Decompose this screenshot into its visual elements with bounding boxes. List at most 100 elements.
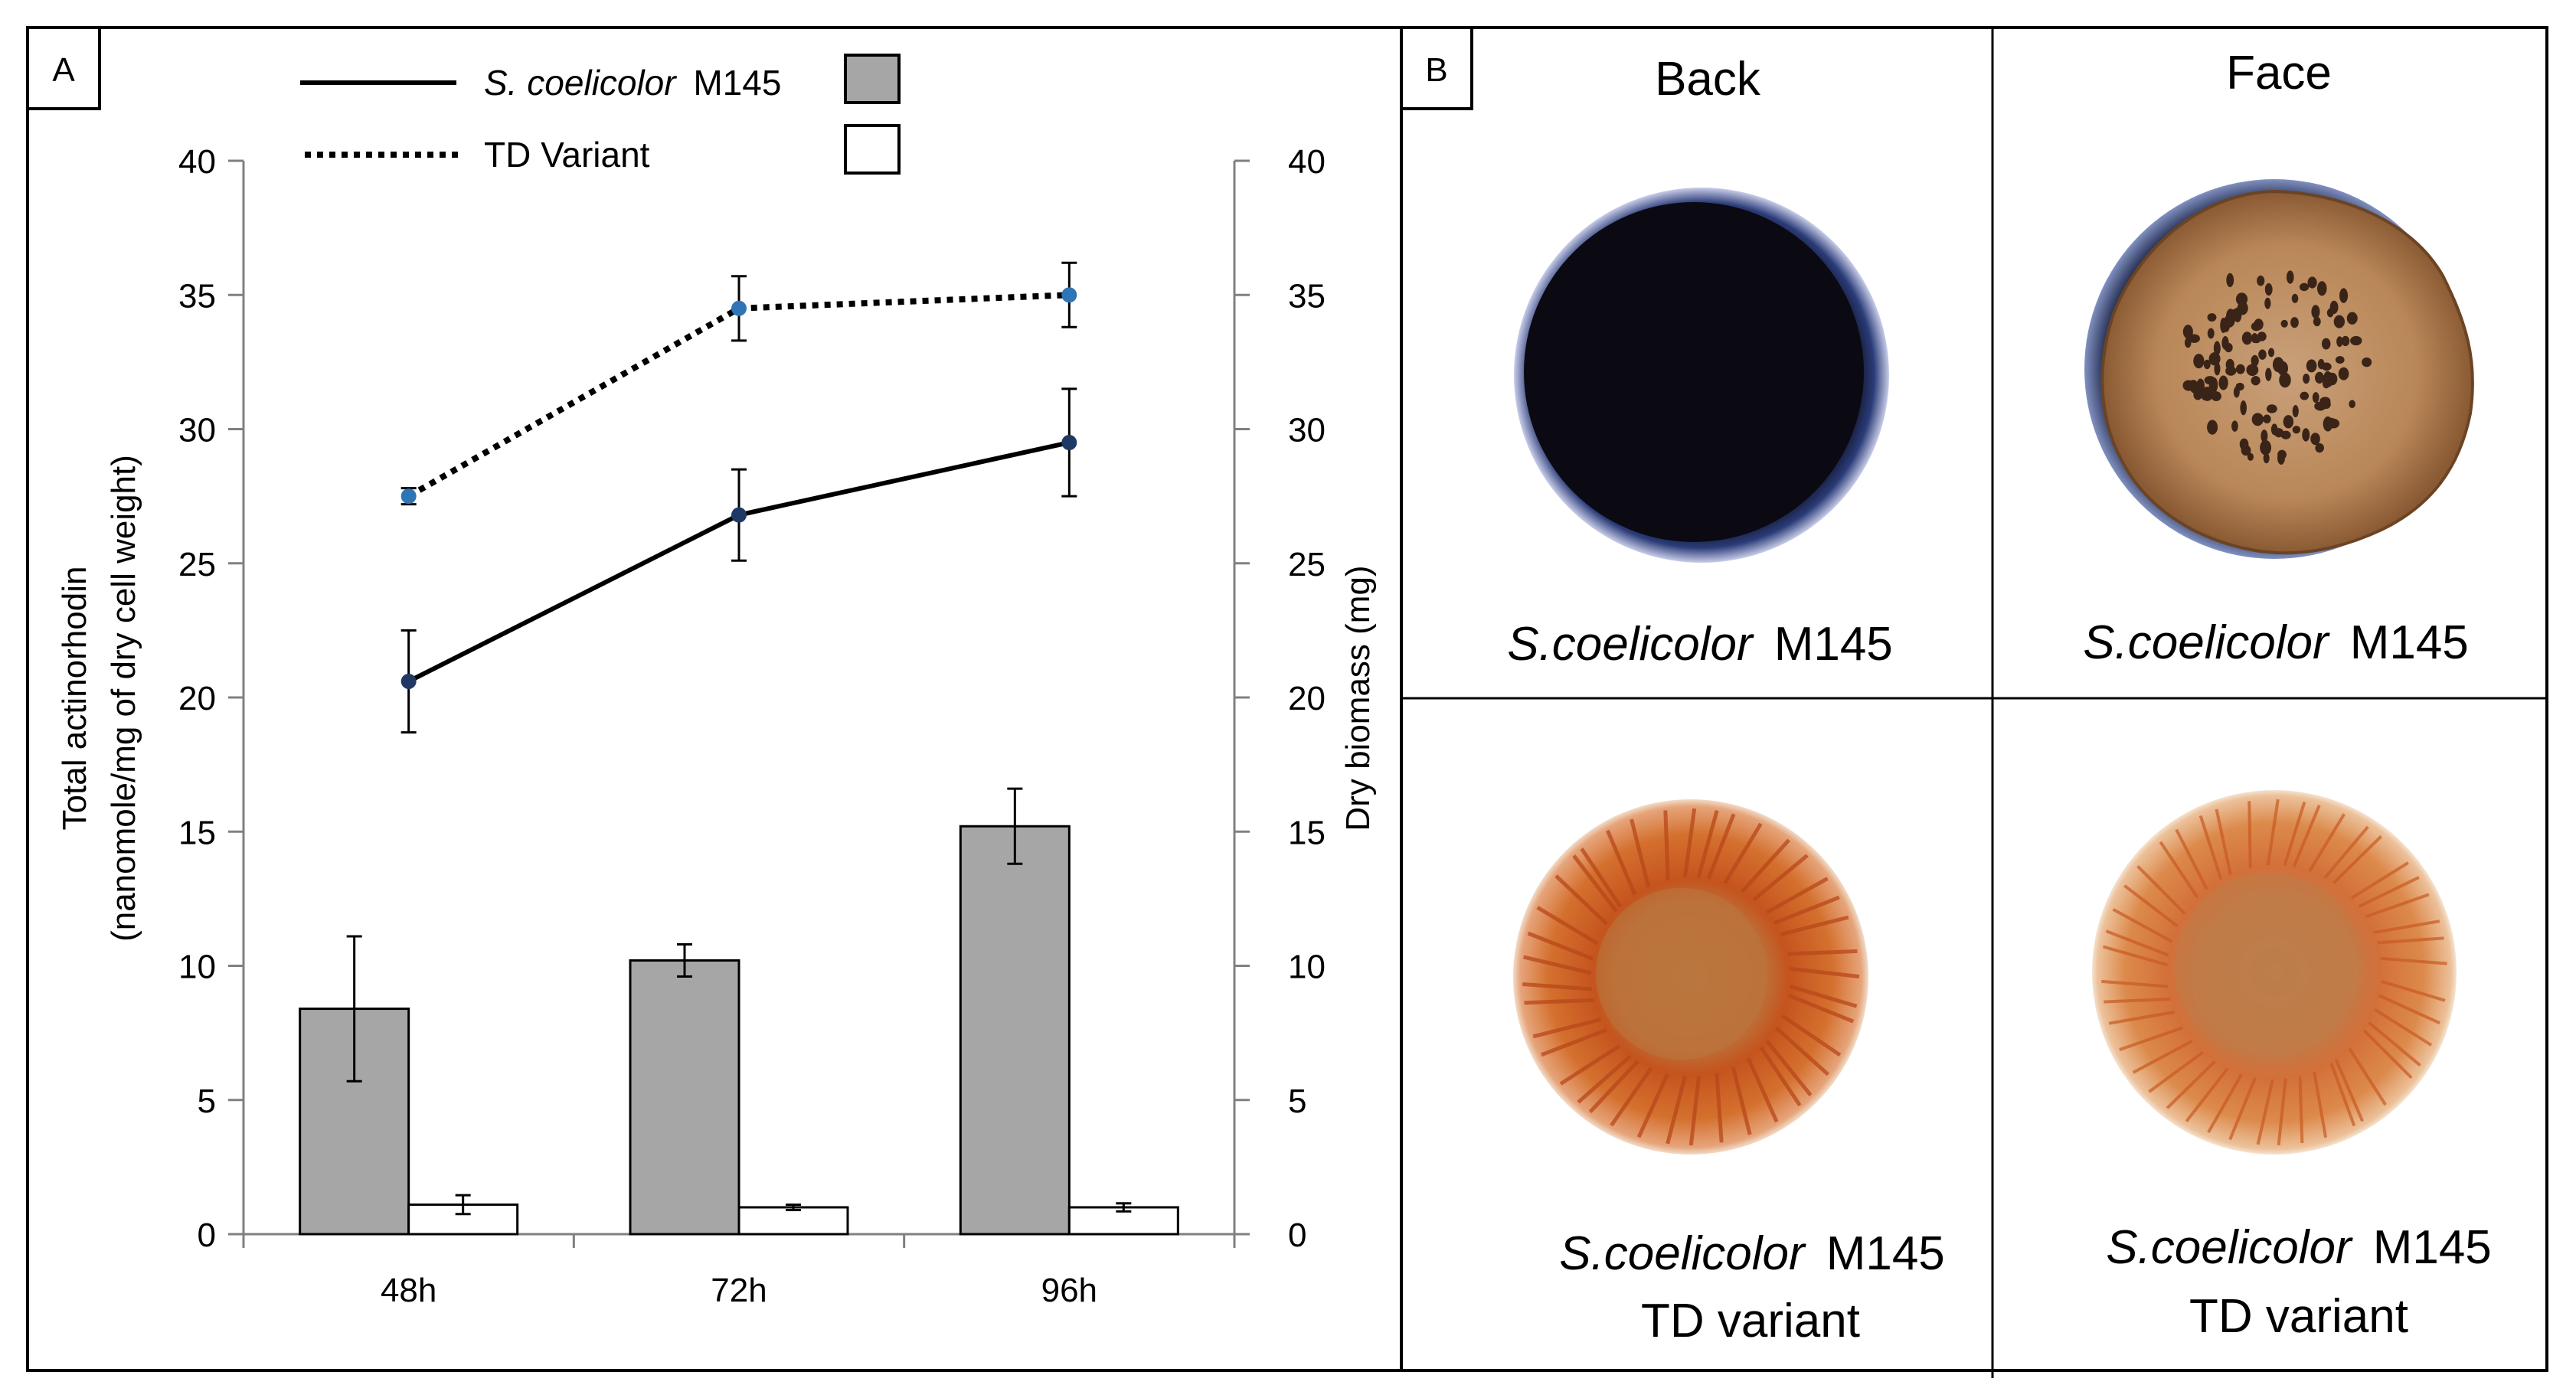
left-tick-label: 20 [178,680,216,717]
vein [1731,1066,1752,1135]
vein [2198,815,2223,880]
vein [2363,1029,2413,1080]
vein [1752,854,1809,902]
vein [2247,801,2252,868]
spot [2335,356,2345,364]
vein [2365,893,2430,919]
vein [1666,1076,1687,1145]
right-tick-label: 10 [1288,949,1326,986]
panel-b: B Back Face [1400,26,2548,1378]
spot [2207,328,2215,339]
legend-m145-species: S. coelicolor [484,63,677,103]
vein [1536,906,1598,946]
caption-td-back: S.coelicolor M145 [1559,1227,1945,1280]
vein [2185,1067,2229,1122]
spot [2251,375,2261,386]
panel-a-label-box [26,26,101,110]
spot [2239,438,2249,450]
spot [2251,354,2259,367]
spot [2321,338,2331,350]
vein [2105,929,2169,957]
vein [2334,1059,2365,1122]
vein [1765,1040,1813,1097]
vein [2377,936,2444,945]
spot [2264,297,2271,309]
vein [2283,801,2306,867]
spot [2235,364,2245,374]
left-tick-label: 40 [178,143,216,181]
spot [2265,367,2272,381]
spot [2241,332,2253,345]
vein [2313,1071,2328,1138]
vein [1682,808,1697,878]
vein [1723,822,1763,885]
vein [2374,1008,2433,1047]
spot [2225,366,2237,376]
vein [2136,864,2186,915]
spot [2261,430,2268,443]
legend-m145-strain: M145 [693,63,781,103]
caption-td-face-variant: TD variant [2189,1290,2408,1343]
spot [2338,367,2349,381]
vein [1532,1017,1602,1039]
vein [2119,1026,2183,1051]
spot [2184,337,2192,348]
spot [2292,426,2301,434]
left-tick-label: 15 [178,814,216,851]
bar [737,1206,849,1236]
spot [2317,358,2325,370]
vein [1774,1026,1830,1076]
caption-td-back-variant: TD variant [1641,1295,1860,1347]
vein [1577,1054,1632,1104]
vein [1688,1076,1702,1146]
plate-m145-face-spots [2182,270,2372,465]
svg-text:S. coelicolor M145: S. coelicolor M145 [484,63,781,103]
vein [1522,982,1593,991]
bar [959,825,1071,1236]
spot [2300,391,2310,400]
spot [2190,384,2199,394]
vein [1524,998,1594,1005]
left-tick-label: 0 [198,1217,216,1254]
spot [2311,305,2320,319]
vein [1759,1046,1802,1107]
spot [2336,336,2343,348]
spot [2333,315,2345,328]
left-tick-label: 5 [198,1083,216,1120]
vein [2373,919,2440,935]
vein [2207,1073,2243,1133]
caption-td-face: S.coelicolor M145 [2106,1221,2492,1274]
vein [2380,979,2446,1002]
spot [2214,361,2221,376]
spot [2316,281,2327,296]
right-tick-label: 25 [1288,546,1326,583]
line-marker [731,300,747,316]
plate-td-face [2092,790,2457,1155]
vein [2332,835,2383,884]
right-tick-label: 35 [1288,277,1326,315]
caption-m145-back: S.coelicolor M145 [1507,618,1893,671]
line-marker [400,488,417,505]
spot [2292,405,2299,418]
spot [2312,392,2319,403]
col-header-back: Back [1655,53,1761,106]
vein [2166,1060,2216,1109]
spot [2226,273,2234,288]
spot [2277,451,2285,465]
spot [2349,400,2355,409]
vein [2104,997,2171,1004]
caption-m145-face: S.coelicolor M145 [2083,616,2469,669]
vein [2292,805,2321,868]
vein [1527,931,1594,961]
vein [1696,809,1719,879]
spot [2362,357,2372,367]
vein [1790,966,1860,979]
spot [2315,443,2324,453]
vein [2112,907,2172,943]
spot [2277,361,2289,376]
spot [2246,364,2259,377]
panel-b-label: B [1425,51,1447,89]
vein [1789,984,1858,1008]
spot [2251,333,2258,344]
